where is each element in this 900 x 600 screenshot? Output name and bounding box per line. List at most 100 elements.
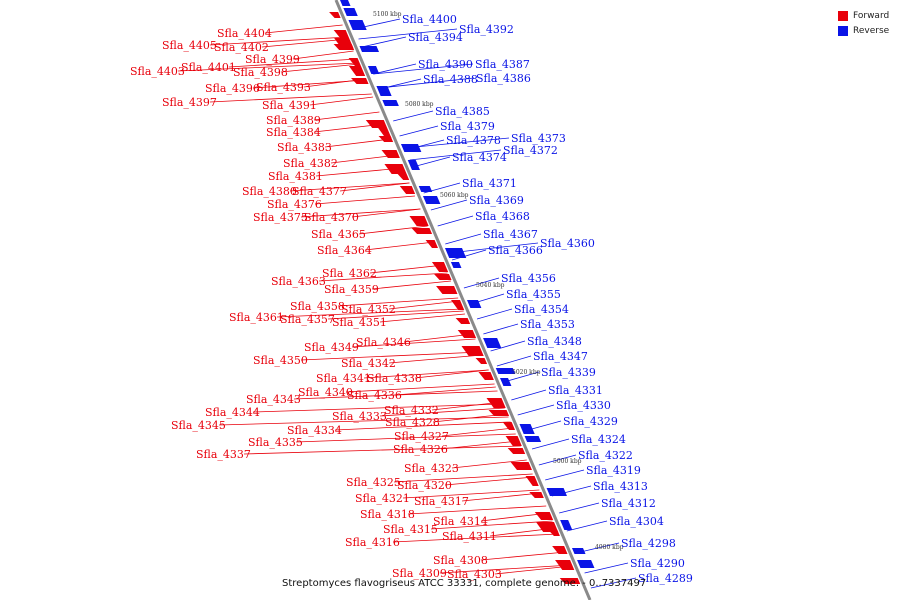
leader-line [461, 492, 541, 502]
gene-label: Sfla_4351 [332, 316, 387, 329]
leader-line [339, 182, 410, 192]
leader-line [503, 371, 540, 383]
reverse-gene [546, 488, 567, 496]
leader-line [358, 28, 458, 40]
genome-caption: Streptomyces flavogriseus ATCC 33331, co… [282, 578, 647, 589]
leader-line [412, 156, 451, 168]
leader-line [538, 454, 577, 466]
leader-line [439, 564, 572, 574]
gene-label: Sfla_4404 [217, 27, 272, 40]
label-leader-lines [177, 18, 637, 589]
gene-label: Sfla_4400 [402, 13, 457, 26]
gene-label: Sfla_4389 [266, 114, 321, 127]
gene-label: Sfla_4376 [267, 198, 322, 211]
forward-gene [397, 174, 410, 180]
gene-label: Sfla_4385 [435, 105, 490, 118]
forward-gene [510, 462, 532, 470]
strand-legend: Forward Reverse [838, 8, 889, 38]
leader-line [289, 182, 410, 192]
forward-gene [431, 262, 449, 272]
forward-gene [529, 492, 544, 498]
scale-tick-label: 5020 kbp [512, 369, 541, 376]
leader-line [218, 416, 509, 426]
leader-line [318, 272, 448, 282]
leader-line [300, 208, 421, 218]
leader-line [437, 215, 474, 227]
leader-line [524, 420, 562, 432]
scale-tick-label: 5100 kbp [373, 11, 402, 18]
forward-gene [365, 120, 388, 128]
gene-label: Sfla_4317 [414, 495, 469, 508]
forward-gene [457, 330, 477, 338]
forward-gene [399, 186, 416, 194]
gene-label: Sfla_4311 [442, 530, 497, 543]
gene-label: Sfla_4368 [475, 210, 530, 223]
reverse-gene [571, 548, 586, 554]
leader-line [496, 355, 532, 367]
leader-line [476, 308, 513, 320]
gene-label: Sfla_4394 [408, 31, 463, 44]
gene-label: Sfla_4313 [593, 480, 648, 493]
reverse-gene [483, 338, 502, 348]
reverse-gene [450, 262, 462, 268]
gene-labels: Sfla_4404Sfla_4405Sfla_4402Sfla_4401Sfla… [130, 13, 693, 585]
gene-label: Sfla_4342 [341, 357, 396, 370]
leader-line [423, 182, 461, 194]
gene-label: Sfla_4365 [311, 228, 366, 241]
gene-label: Sfla_4402 [214, 41, 269, 54]
leader-line [463, 277, 500, 289]
leader-line [354, 18, 401, 30]
gene-label: Sfla_4378 [446, 134, 501, 147]
leader-line [309, 96, 374, 106]
leader-line [531, 438, 570, 450]
gene-label: Sfla_4353 [520, 318, 575, 331]
gene-label: Sfla_4352 [341, 303, 396, 316]
gene-label: Sfla_4381 [268, 170, 323, 183]
gene-label: Sfla_4405 [162, 39, 217, 52]
gene-label: Sfla_4366 [488, 244, 543, 257]
gene-label: Sfla_4336 [347, 389, 402, 402]
gene-label: Sfla_4335 [248, 436, 303, 449]
leader-line [300, 351, 482, 361]
leader-line [566, 520, 608, 532]
forward-gene [378, 136, 394, 142]
gene-label: Sfla_4362 [322, 267, 377, 280]
leader-line [313, 123, 385, 133]
gene-label: Sfla_4348 [527, 335, 582, 348]
forward-gene [333, 30, 350, 38]
scale-tick-label: 5080 kbp [405, 101, 434, 108]
leader-line [379, 313, 465, 323]
leader-line [358, 225, 428, 235]
gene-label: Sfla_4354 [514, 303, 569, 316]
reverse-gene [367, 66, 380, 74]
reverse-gene [444, 248, 467, 258]
leader-line [373, 63, 474, 75]
gene-label: Sfla_4320 [397, 479, 452, 492]
forward-gene [451, 300, 465, 310]
gene-label: Sfla_4377 [292, 185, 347, 198]
leader-line [209, 36, 348, 46]
legend-reverse-swatch [838, 25, 848, 36]
gene-label: Sfla_4390 [418, 58, 473, 71]
gene-label: Sfla_4384 [266, 126, 321, 139]
gene-label: Sfla_4338 [367, 372, 422, 385]
gene-label: Sfla_4347 [533, 350, 588, 363]
gene-label: Sfla_4373 [511, 132, 566, 145]
leader-line [480, 512, 550, 522]
leader-line [303, 78, 366, 88]
forward-gene [505, 436, 522, 446]
leader-line [551, 485, 592, 497]
leader-line [363, 369, 489, 379]
leader-line [280, 63, 360, 73]
gene-label: Sfla_4380 [242, 185, 297, 198]
gene-label: Sfla_4298 [621, 537, 676, 550]
gene-label: Sfla_4393 [256, 81, 311, 94]
forward-gene [433, 274, 452, 280]
gene-label: Sfla_4398 [233, 66, 288, 79]
leader-line [441, 427, 514, 437]
gene-label: Sfla_4322 [578, 449, 633, 462]
forward-gene [507, 448, 526, 454]
gene-label: Sfla_4332 [384, 404, 439, 417]
gene-label: Sfla_4382 [283, 157, 338, 170]
leader-line [337, 297, 459, 307]
